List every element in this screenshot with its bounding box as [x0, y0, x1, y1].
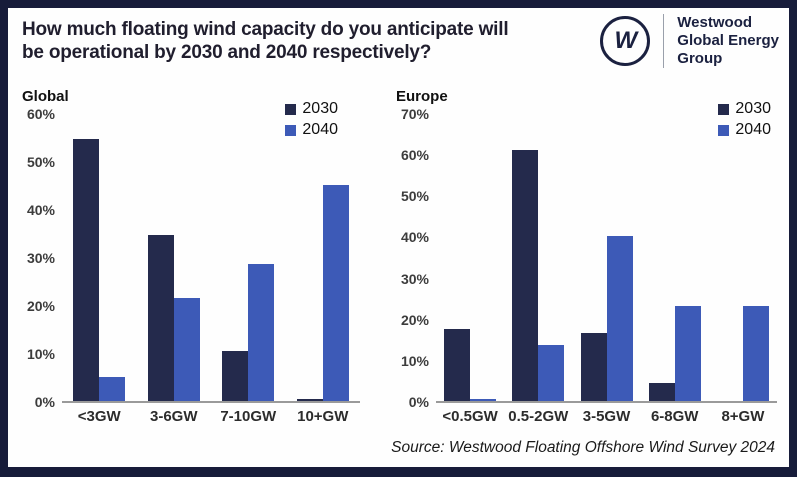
x-tick-label: 3-6GW	[149, 408, 198, 425]
legend: 2030 2040	[285, 100, 338, 139]
y-tick-label: 0%	[408, 394, 429, 410]
bar-2030	[147, 235, 174, 401]
x-tick-label: 7-10GW	[220, 408, 277, 425]
bar-2040	[742, 306, 769, 401]
bar-2030	[512, 150, 539, 401]
logo-name-line1: Westwood	[677, 14, 753, 32]
logo-company-name: Westwood Global Energy Group	[677, 14, 779, 67]
page-title-line1: How much floating wind capacity do you a…	[22, 19, 509, 40]
bar-2030	[444, 329, 471, 401]
y-tick-label: 50%	[26, 154, 55, 170]
bar-2040	[606, 236, 633, 401]
bar-group	[436, 115, 504, 401]
y-tick-label: 40%	[26, 202, 55, 218]
bar-2030	[580, 333, 607, 401]
bar-2030	[648, 382, 675, 401]
legend-label: 2040	[735, 121, 771, 138]
westwood-logo: W Westwood Global Energy Group	[600, 14, 779, 68]
legend-label: 2030	[735, 100, 771, 117]
bar-group	[137, 115, 212, 401]
x-axis: <0.5GW 0.5-2GW 3-5GW 6-8GW 8+GW	[436, 403, 777, 425]
y-tick-label: 10%	[26, 346, 55, 362]
y-tick-label: 40%	[400, 229, 429, 246]
y-tick-label: 20%	[26, 298, 55, 314]
x-tick-label: <3GW	[77, 408, 121, 425]
bar-2030	[73, 139, 100, 401]
bar-group	[504, 115, 572, 401]
y-axis: 60% 50% 40% 30% 20% 10% 0%	[22, 106, 62, 410]
y-tick-label: 0%	[34, 394, 55, 410]
chart-title-europe: Europe	[396, 88, 448, 105]
logo-name-line2: Global Energy	[677, 32, 779, 50]
bar-group	[641, 115, 709, 401]
legend: 2030 2040	[718, 100, 771, 139]
x-axis: <3GW 3-6GW 7-10GW 10+GW	[62, 403, 360, 425]
bar-2030	[296, 398, 323, 401]
legend-swatch	[285, 124, 297, 136]
legend-swatch	[285, 103, 297, 115]
page-title: How much floating wind capacity do you a…	[22, 18, 562, 64]
y-tick-label: 20%	[400, 311, 429, 328]
bar-2040	[322, 185, 349, 401]
x-tick-label: 0.5-2GW	[508, 408, 569, 425]
legend-item: 2040	[718, 121, 771, 139]
y-tick-label: 60%	[26, 106, 55, 122]
page-title-line2: be operational by 2030 and 2040 respecti…	[22, 42, 432, 64]
bar-group	[709, 115, 777, 401]
y-axis: 70% 60% 50% 40% 30% 20% 10% 0%	[396, 106, 436, 410]
logo-divider	[663, 14, 665, 68]
y-tick-label: 10%	[400, 352, 429, 369]
legend-label: 2030	[302, 100, 338, 117]
bar-2040	[538, 345, 565, 401]
bar-2040	[470, 398, 497, 401]
bar-2040	[99, 377, 126, 401]
bar-group	[62, 115, 137, 401]
source-attribution: Source: Westwood Floating Offshore Wind …	[391, 439, 775, 456]
chart-area: 70% 60% 50% 40% 30% 20% 10% 0%	[396, 106, 777, 410]
bar-2040	[173, 297, 200, 401]
logo-name-line3: Group	[677, 49, 723, 67]
y-tick-label: 30%	[26, 250, 55, 266]
y-tick-label: 50%	[400, 188, 429, 205]
plot-area	[62, 115, 360, 403]
chart-global: Global 2030 2040 60% 50% 40% 30% 20% 10% 0% <3G…	[22, 88, 360, 425]
x-tick-label: 10+GW	[297, 408, 349, 425]
x-tick-label: 6-8GW	[650, 408, 699, 425]
y-tick-label: 30%	[400, 270, 429, 287]
y-tick-label: 70%	[400, 106, 429, 122]
monogram-letter: W	[614, 27, 637, 54]
chart-title-global: Global	[22, 88, 69, 105]
bar-2040	[674, 306, 701, 401]
legend-label: 2040	[302, 121, 338, 138]
legend-item: 2030	[718, 100, 771, 118]
legend-item: 2040	[285, 121, 338, 139]
bar-group	[211, 115, 286, 401]
bar-group	[286, 115, 361, 401]
x-tick-label: 8+GW	[721, 408, 765, 425]
legend-item: 2030	[285, 100, 338, 118]
infographic-card: How much floating wind capacity do you a…	[8, 8, 789, 467]
y-tick-label: 60%	[400, 147, 429, 164]
bar-2040	[248, 264, 275, 401]
legend-swatch	[718, 124, 730, 136]
plot-area	[436, 115, 777, 403]
x-tick-label: 3-5GW	[582, 408, 631, 425]
chart-europe: Europe 2030 2040 70% 60% 50% 40% 30% 20% 10% 0% …	[396, 88, 777, 425]
bar-group	[572, 115, 640, 401]
chart-area: 60% 50% 40% 30% 20% 10% 0%	[22, 106, 360, 410]
charts-row: Global 2030 2040 60% 50% 40% 30% 20% 10% 0% <3G…	[22, 88, 777, 425]
bar-2030	[222, 350, 249, 401]
legend-swatch	[718, 103, 730, 115]
westwood-monogram-icon: W	[600, 16, 651, 66]
x-tick-label: <0.5GW	[442, 408, 498, 425]
